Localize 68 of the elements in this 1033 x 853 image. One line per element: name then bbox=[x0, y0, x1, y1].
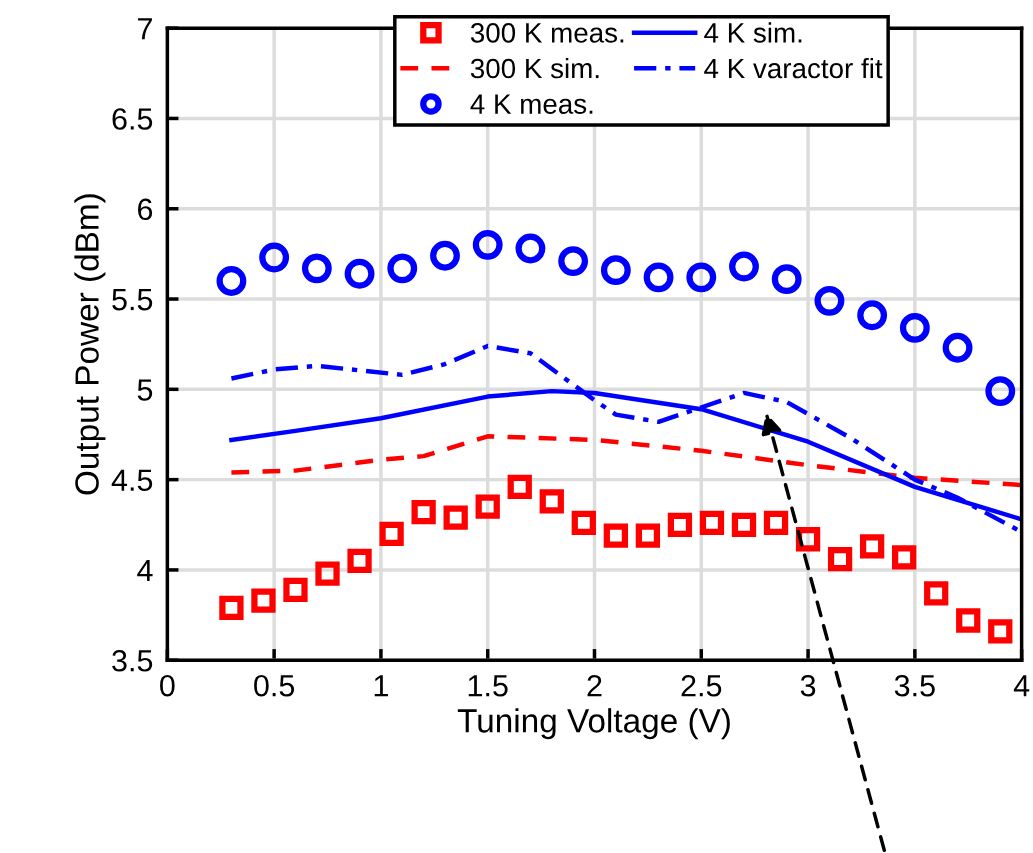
x-tick-label: 2.5 bbox=[681, 674, 722, 697]
point bbox=[301, 253, 332, 284]
point bbox=[251, 588, 276, 613]
line-series bbox=[229, 434, 1022, 488]
y-tick-label: 5.5 bbox=[112, 289, 153, 311]
x-tick-label: 3.5 bbox=[894, 674, 935, 697]
point bbox=[472, 229, 503, 260]
legend-label: 300 K sim. bbox=[470, 57, 599, 79]
point bbox=[379, 521, 404, 546]
x-tick-label: 3 bbox=[800, 674, 816, 697]
point bbox=[315, 561, 340, 586]
point bbox=[635, 523, 661, 548]
x-tick-label: 4 bbox=[1013, 675, 1030, 697]
y-tick-label: 6 bbox=[138, 198, 153, 221]
point bbox=[686, 262, 717, 293]
point bbox=[411, 499, 436, 525]
point bbox=[347, 548, 372, 574]
point bbox=[924, 581, 949, 606]
point bbox=[956, 608, 981, 633]
point bbox=[603, 523, 629, 548]
point bbox=[216, 266, 247, 296]
y-tick-label: 4 bbox=[137, 559, 153, 581]
point bbox=[827, 546, 853, 572]
point bbox=[814, 285, 845, 316]
legend-label: 4 K varactor fit bbox=[704, 57, 883, 79]
point bbox=[259, 242, 290, 273]
point bbox=[763, 510, 789, 536]
point bbox=[515, 233, 546, 264]
point bbox=[892, 545, 917, 570]
y-axis-title: Output Power (dBm) bbox=[74, 194, 106, 495]
y-tick-label: 3.5 bbox=[112, 649, 153, 672]
x-tick-label: 1 bbox=[374, 675, 388, 697]
point bbox=[600, 255, 631, 286]
point bbox=[643, 262, 674, 293]
legend-label: 300 K meas. bbox=[470, 23, 624, 43]
point bbox=[988, 619, 1013, 644]
legend-label: 4 K sim. bbox=[704, 22, 802, 43]
point bbox=[507, 474, 532, 500]
point bbox=[443, 505, 468, 530]
point bbox=[667, 512, 693, 537]
point bbox=[387, 253, 418, 284]
point bbox=[899, 313, 930, 343]
x-tick-label: 2 bbox=[587, 674, 602, 697]
point bbox=[731, 512, 757, 537]
point bbox=[430, 240, 460, 271]
y-tick-label: 4.5 bbox=[111, 469, 153, 491]
point bbox=[859, 534, 885, 559]
point bbox=[283, 577, 308, 602]
y-tick-label: 5 bbox=[137, 379, 153, 401]
point bbox=[475, 494, 500, 519]
point bbox=[942, 332, 973, 363]
x-tick-label: 0.5 bbox=[254, 674, 295, 697]
point bbox=[771, 264, 802, 295]
x-tick-label: 0 bbox=[160, 674, 175, 697]
point bbox=[571, 510, 596, 536]
y-tick-label: 6.5 bbox=[112, 108, 153, 130]
point bbox=[219, 595, 244, 621]
y-tick-label: 7 bbox=[138, 18, 152, 40]
point bbox=[344, 258, 375, 289]
x-tick-label: 1.5 bbox=[468, 675, 508, 697]
point bbox=[857, 300, 888, 331]
point bbox=[985, 376, 1016, 407]
legend-label: 4 K meas. bbox=[470, 94, 593, 114]
point bbox=[699, 510, 725, 536]
point bbox=[558, 246, 589, 277]
point bbox=[539, 489, 564, 514]
point bbox=[729, 251, 759, 282]
x-axis-title: Tuning Voltage (V) bbox=[457, 708, 730, 740]
